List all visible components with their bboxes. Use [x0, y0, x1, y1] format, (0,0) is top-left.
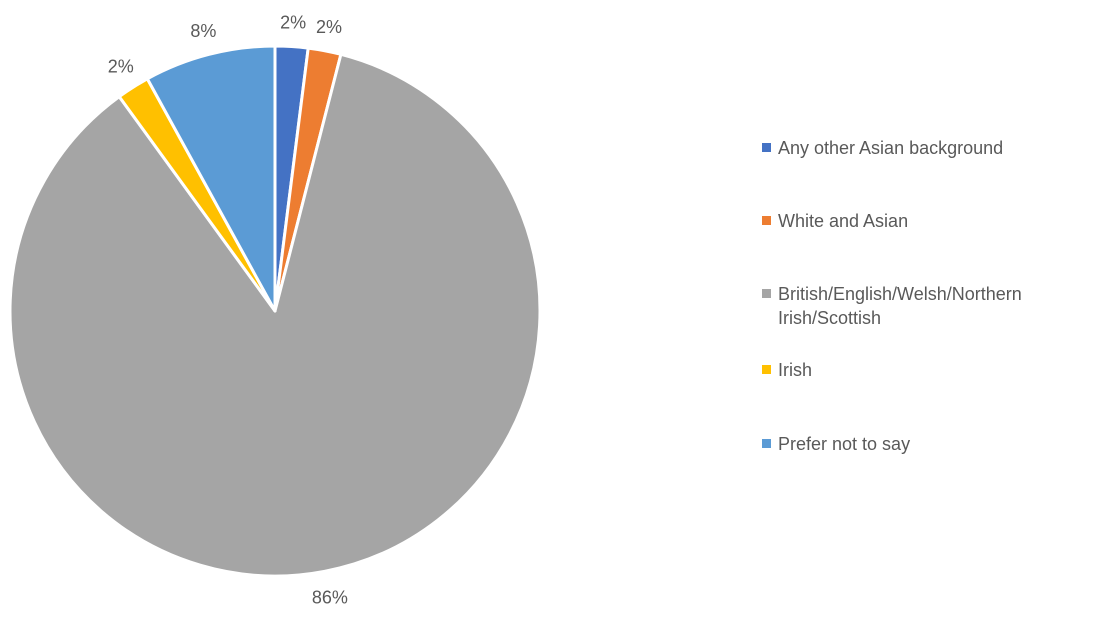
data-label-prefer-not-to-say: 8% [190, 21, 216, 41]
legend-swatch-any-other-asian [762, 143, 771, 152]
data-label-white-and-asian: 2% [316, 17, 342, 37]
legend-swatch-prefer-not-to-say [762, 439, 771, 448]
legend-item-any-other-asian: Any other Asian background [762, 136, 1078, 160]
pie-slices [8, 44, 542, 578]
legend-label-irish: Irish [778, 360, 813, 380]
legend-label-white-and-asian: White and Asian [778, 211, 909, 231]
legend-swatch-irish [762, 365, 771, 374]
legend-item-british: British/English/Welsh/Northern Irish/Sco… [762, 282, 1078, 330]
pie-slice-prefer-not-to-say [145, 44, 277, 313]
legend-label-british: British/English/Welsh/Northern Irish/Sco… [778, 284, 1022, 328]
legend-item-prefer-not-to-say: Prefer not to say [762, 432, 1078, 456]
legend-item-white-and-asian: White and Asian [762, 209, 1078, 233]
pie-data-labels: 2% 2% 86% 2% 8% [108, 12, 348, 607]
legend-swatch-white-and-asian [762, 216, 771, 225]
data-label-irish: 2% [108, 57, 134, 77]
data-label-british: 86% [312, 588, 348, 608]
legend-label-prefer-not-to-say: Prefer not to say [778, 434, 911, 454]
data-label-any-other-asian: 2% [280, 12, 306, 32]
legend-label-any-other-asian: Any other Asian background [778, 138, 1004, 158]
legend-swatch-british [762, 289, 771, 298]
pie-slice-british [8, 52, 542, 578]
legend-item-irish: Irish [762, 358, 1078, 382]
